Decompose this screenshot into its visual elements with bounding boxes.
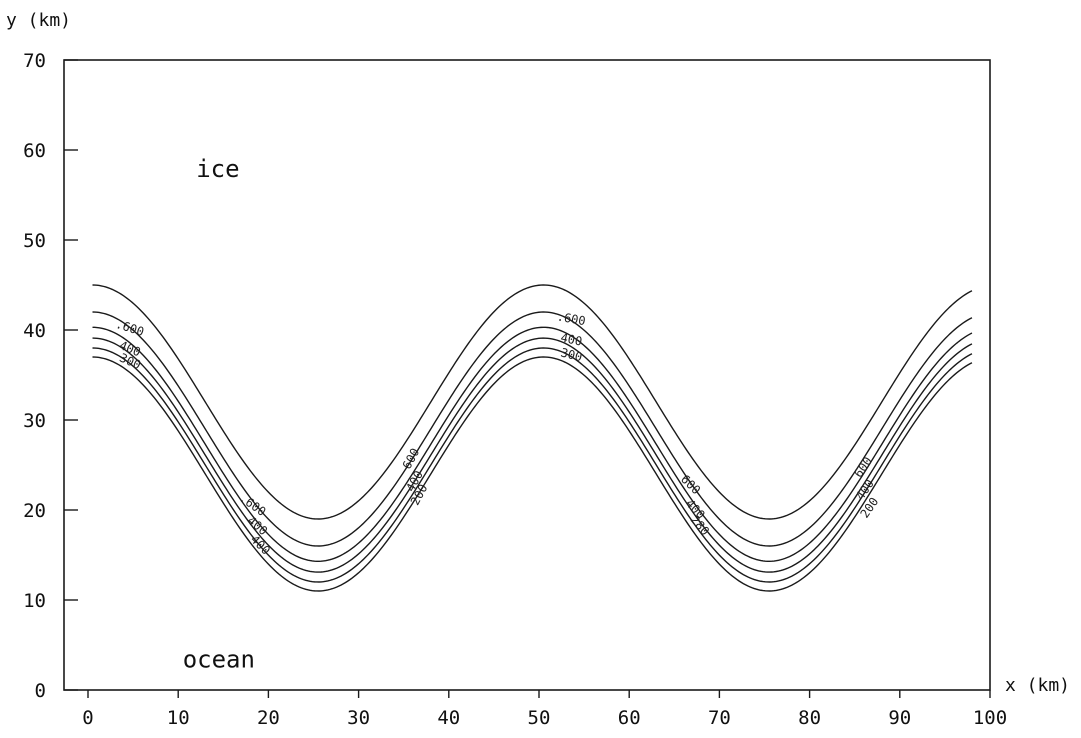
- contour-line-3: [92, 326, 973, 562]
- y-tick-label: 70: [23, 50, 46, 72]
- contour-labels: .600400300.600400400600400200.6004003006…: [114, 309, 881, 557]
- axis-tick-labels: 0 10 20 30 40 50 60 70 80 90 100 0 10 20 30 40 50 60 70: [23, 50, 1007, 729]
- x-tick-label: 40: [437, 707, 460, 729]
- contour-line-2: [92, 311, 973, 547]
- region-label-ice: ice: [196, 155, 239, 183]
- y-axis-title: y (km): [6, 10, 71, 31]
- x-tick-label: 10: [167, 707, 190, 729]
- contour-label: 400: [559, 330, 583, 348]
- contour-lines: [92, 284, 973, 592]
- region-labels: ice ocean: [183, 155, 255, 674]
- x-tick-label: 20: [257, 707, 280, 729]
- y-tick-label: 50: [23, 230, 46, 252]
- y-tick-label: 20: [23, 500, 46, 522]
- x-tick-label: 0: [82, 707, 93, 729]
- contour-line-6: [92, 356, 973, 592]
- x-tick-label: 70: [708, 707, 731, 729]
- x-tick-label: 50: [528, 707, 551, 729]
- axis-ticks: [64, 59, 991, 698]
- x-tick-label: 90: [888, 707, 911, 729]
- x-axis-title: x (km): [1005, 675, 1070, 696]
- region-label-ocean: ocean: [183, 646, 255, 674]
- y-tick-label: 40: [23, 320, 46, 342]
- contour-label: .600: [556, 309, 587, 328]
- x-tick-label: 60: [618, 707, 641, 729]
- x-tick-label: 80: [798, 707, 821, 729]
- contour-line-1: [92, 284, 973, 520]
- y-tick-label: 0: [35, 680, 46, 702]
- contour-label: 600: [851, 454, 875, 480]
- contour-line-4: [92, 337, 973, 573]
- contour-label: 600: [400, 446, 423, 472]
- y-tick-label: 30: [23, 410, 46, 432]
- plot-frame: [63, 59, 991, 691]
- contour-line-5: [92, 347, 973, 583]
- contour-label: 300: [559, 346, 583, 365]
- y-tick-label: 60: [23, 140, 46, 162]
- y-tick-label: 10: [23, 590, 46, 612]
- x-tick-label: 30: [347, 707, 370, 729]
- contour-label: 280: [688, 513, 713, 539]
- contour-label: 600: [678, 472, 703, 497]
- x-tick-label: 100: [973, 707, 1007, 729]
